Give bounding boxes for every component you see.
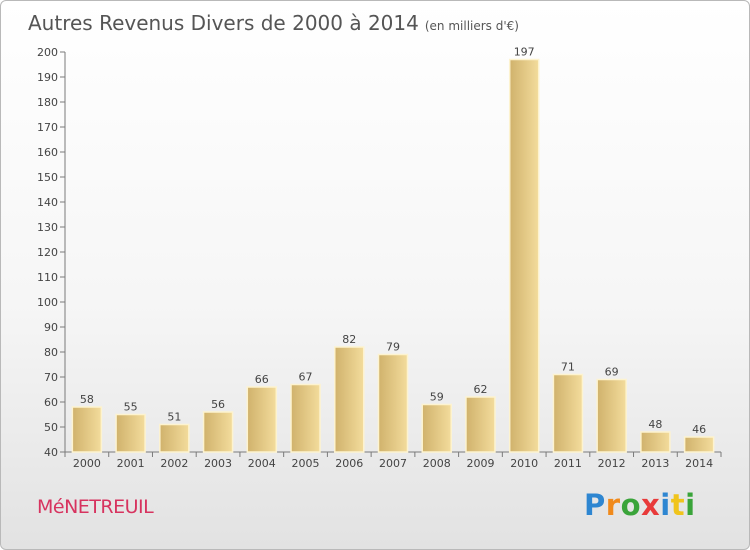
x-tick-label: 2004 bbox=[248, 457, 276, 470]
bar-value-label: 51 bbox=[167, 411, 181, 424]
logo-letter: o bbox=[620, 488, 642, 522]
bar-value-label: 46 bbox=[692, 423, 706, 436]
y-tick-label: 100 bbox=[37, 296, 58, 309]
chart-title-text: Autres Revenus Divers de 2000 à 2014 bbox=[28, 11, 419, 35]
proxiti-logo: Proxiti bbox=[584, 488, 696, 522]
x-tick-label: 2003 bbox=[204, 457, 232, 470]
bar bbox=[596, 378, 627, 453]
bar bbox=[552, 373, 584, 453]
y-tick-label: 80 bbox=[44, 346, 58, 359]
bar bbox=[159, 423, 190, 453]
x-tick-label: 2007 bbox=[379, 457, 407, 470]
bar bbox=[465, 396, 496, 453]
bar-value-label: 58 bbox=[80, 393, 94, 406]
bar-value-label: 197 bbox=[514, 46, 535, 59]
x-axis: 2000 2001 2002 2003 2004 2005 2006 2007 2008 2009… bbox=[64, 451, 722, 470]
y-tick-label: 60 bbox=[44, 396, 58, 409]
bar bbox=[334, 346, 365, 453]
bar-value-label: 48 bbox=[648, 418, 662, 431]
logo-letter: i bbox=[685, 488, 696, 522]
y-tick-label: 70 bbox=[44, 371, 58, 384]
logo-letter: i bbox=[660, 488, 671, 522]
x-tick-label: 2011 bbox=[554, 457, 582, 470]
y-tick-label: 160 bbox=[37, 146, 58, 159]
y-tick-label: 110 bbox=[37, 271, 58, 284]
bar bbox=[71, 406, 103, 453]
x-tick-label: 2001 bbox=[117, 457, 145, 470]
bar-labels: 58 55 51 56 66 67 82 79 59 62 197 71 69 48 46 bbox=[80, 46, 706, 437]
y-tick-label: 150 bbox=[37, 171, 58, 184]
bar-value-label: 67 bbox=[299, 371, 313, 384]
x-tick-label: 2008 bbox=[423, 457, 451, 470]
x-tick-label: 2000 bbox=[73, 457, 101, 470]
x-tick-label: 2006 bbox=[335, 457, 363, 470]
y-tick-label: 170 bbox=[37, 121, 58, 134]
bar-value-label: 69 bbox=[605, 366, 619, 379]
y-tick-label: 90 bbox=[44, 321, 58, 334]
y-tick-label: 120 bbox=[37, 246, 58, 259]
x-tick-label: 2014 bbox=[685, 457, 713, 470]
bar bbox=[421, 403, 452, 453]
bar-value-label: 82 bbox=[342, 333, 356, 346]
bar bbox=[290, 383, 321, 453]
x-tick-label: 2012 bbox=[598, 457, 626, 470]
bar bbox=[202, 411, 234, 453]
bar bbox=[508, 58, 540, 453]
x-tick-label: 2010 bbox=[510, 457, 538, 470]
y-tick-label: 130 bbox=[37, 221, 58, 234]
x-tick-label: 2002 bbox=[160, 457, 188, 470]
bar-value-label: 55 bbox=[124, 401, 138, 414]
bar-value-label: 59 bbox=[430, 391, 444, 404]
y-tick-label: 50 bbox=[44, 421, 58, 434]
x-tick-label: 2009 bbox=[466, 457, 494, 470]
bar-value-label: 79 bbox=[386, 341, 400, 354]
chart-title: Autres Revenus Divers de 2000 à 2014 (en … bbox=[28, 11, 519, 35]
chart-subtitle: (en milliers d'€) bbox=[424, 19, 519, 33]
y-axis: 40 50 60 70 80 90 100 110 120 130 140 150 160 170 180 1… bbox=[37, 46, 66, 459]
y-tick-label: 190 bbox=[37, 71, 58, 84]
y-tick-label: 40 bbox=[44, 446, 58, 459]
y-tick-label: 200 bbox=[37, 46, 58, 59]
y-tick-label: 140 bbox=[37, 196, 58, 209]
bar-value-label: 66 bbox=[255, 373, 269, 386]
bar bbox=[377, 353, 409, 453]
logo-letter: r bbox=[605, 488, 621, 522]
logo-letter: t bbox=[670, 488, 686, 522]
bar bbox=[640, 431, 671, 453]
logo-letter: P bbox=[584, 488, 606, 522]
bar bbox=[246, 386, 278, 453]
y-tick-label: 180 bbox=[37, 96, 58, 109]
bar bbox=[115, 413, 146, 453]
bar-value-label: 56 bbox=[211, 398, 225, 411]
commune-name: MéNETREUIL bbox=[37, 496, 154, 518]
bar-value-label: 71 bbox=[561, 361, 575, 374]
x-tick-label: 2013 bbox=[641, 457, 669, 470]
logo-letter: x bbox=[641, 488, 661, 522]
bars bbox=[71, 58, 715, 453]
bar-value-label: 62 bbox=[473, 383, 487, 396]
bar bbox=[683, 436, 715, 453]
x-tick-label: 2005 bbox=[292, 457, 320, 470]
